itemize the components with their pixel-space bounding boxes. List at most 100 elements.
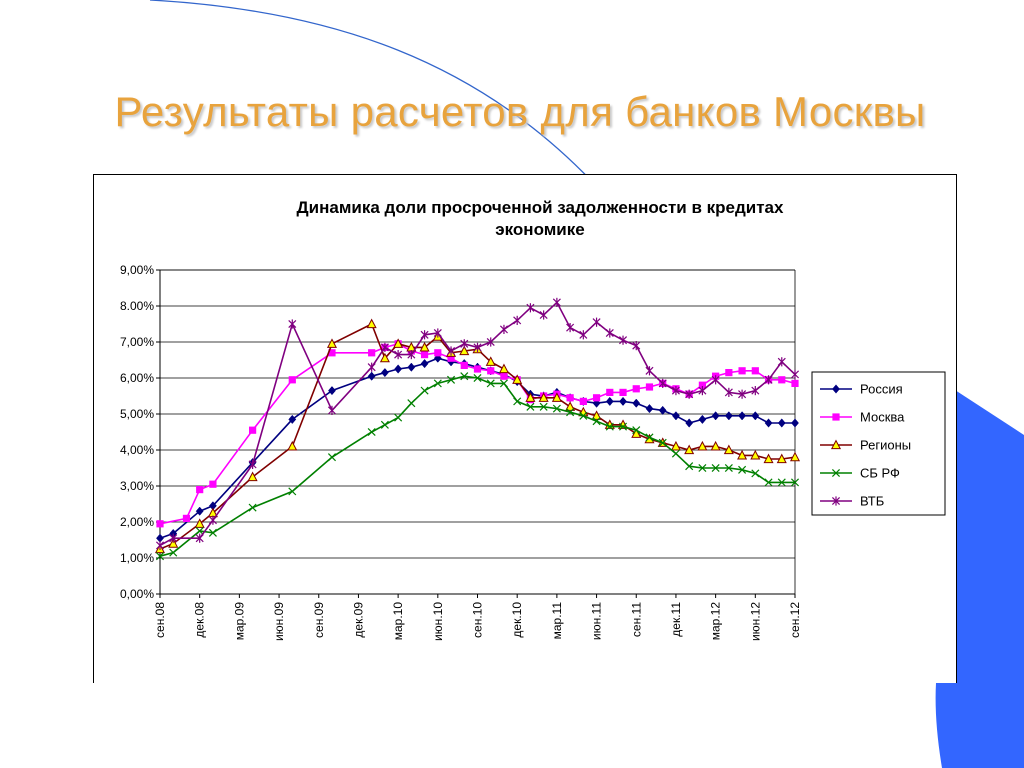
diamond-marker (605, 396, 614, 406)
x-marker-stroke (579, 411, 588, 420)
x-marker-stroke (208, 528, 217, 537)
triangle-marker (776, 453, 787, 464)
x-marker (460, 372, 469, 381)
legend-label: Москва (860, 410, 905, 425)
x-marker (367, 427, 376, 437)
legend: Россия Москва Регионы СБ РФ ВТБ (811, 371, 946, 516)
triangle-marker (459, 345, 470, 356)
asterisk-marker (738, 389, 747, 399)
asterisk-marker (566, 323, 575, 333)
asterisk-marker (724, 387, 733, 397)
triangle-marker (498, 363, 509, 374)
legend-item: ВТБ (820, 494, 884, 509)
diamond-marker (777, 418, 786, 428)
x-marker-stroke (552, 404, 561, 413)
diamond-marker (407, 362, 416, 372)
x-marker-stroke (367, 427, 376, 437)
x-marker (169, 548, 178, 557)
asterisk-marker (685, 389, 694, 399)
square-marker (196, 486, 204, 494)
x-tick-label: мар.09 (232, 602, 246, 641)
asterisk-marker (208, 515, 217, 525)
x-marker (195, 526, 204, 536)
x-marker (645, 433, 654, 442)
x-tick-label: дек.10 (510, 602, 524, 638)
diamond-marker (645, 404, 654, 414)
x-marker-stroke (618, 422, 628, 431)
y-tick-label: 4,00% (120, 443, 154, 457)
triangle-marker (393, 338, 404, 348)
triangle-marker (631, 428, 642, 438)
diamond-marker (195, 506, 204, 516)
asterisk-marker (751, 386, 760, 396)
triangle-marker (419, 341, 430, 352)
asterisk-marker (645, 366, 654, 376)
gridlines (160, 269, 795, 559)
asterisk-marker (513, 315, 522, 325)
x-marker (208, 528, 217, 537)
legend-label: Регионы (860, 438, 911, 453)
triangle-marker (366, 318, 377, 329)
chart-title-line-1: Динамика доли просроченной задолженности… (297, 198, 784, 217)
x-tick-labels: сен.08 дек.08 мар.09 июн.09 сен.09 дек.09 мар.… (153, 602, 802, 641)
series-asterisk (155, 297, 800, 550)
diamond-marker (751, 411, 760, 421)
asterisk-marker (447, 346, 456, 356)
diamond-marker (394, 364, 403, 374)
x-marker (685, 462, 694, 471)
x-marker (566, 408, 575, 417)
diamond-marker (288, 414, 297, 424)
y-tick-label: 2,00% (120, 515, 154, 529)
diamond-marker (632, 398, 641, 408)
x-tick-label: дек.09 (351, 602, 365, 638)
square-marker (156, 520, 164, 528)
x-marker-stroke (248, 503, 257, 512)
triangle-marker (591, 410, 602, 420)
diamond-marker (672, 411, 680, 421)
x-marker-stroke (169, 548, 178, 557)
diamond-marker (380, 368, 389, 378)
asterisk-marker (195, 533, 204, 543)
legend-item: Регионы (820, 438, 911, 453)
square-marker (209, 480, 217, 488)
series-line (159, 357, 795, 539)
x-marker (473, 373, 482, 383)
x-marker-stroke (645, 433, 654, 442)
x-marker (618, 422, 628, 431)
x-marker (698, 463, 707, 473)
y-tick-label: 3,00% (120, 479, 154, 493)
x-marker-stroke (738, 465, 747, 474)
asterisk-marker (526, 303, 535, 313)
x-marker-stroke (751, 469, 760, 478)
x-marker (539, 402, 548, 411)
square-marker (645, 383, 654, 391)
x-tick-label: мар.12 (709, 602, 723, 641)
legend-item: СБ РФ (820, 466, 900, 481)
x-marker (790, 478, 800, 487)
x-marker-stroke (764, 478, 773, 487)
asterisk-marker (711, 375, 720, 385)
x-marker (671, 449, 680, 458)
triangle-marker (830, 439, 842, 450)
square-marker (447, 354, 455, 362)
x-tick-label: сен.09 (312, 602, 326, 638)
legend-item: Москва (820, 410, 905, 425)
x-marker-stroke (327, 453, 337, 462)
asterisk-marker (632, 341, 641, 351)
y-tick-label: 8.00% (120, 299, 154, 313)
triangle-marker (379, 352, 390, 363)
series-line (159, 375, 795, 557)
x-marker (486, 379, 495, 388)
triangle-marker (565, 401, 576, 411)
square-marker (592, 394, 601, 402)
x-marker (433, 379, 442, 388)
square-marker (500, 372, 508, 380)
series-triangle (154, 318, 801, 554)
x-marker-stroke (605, 422, 614, 431)
asterisk-marker (327, 405, 337, 415)
x-marker (513, 397, 522, 406)
triangle-marker (525, 392, 536, 402)
diamond-marker (764, 418, 773, 428)
x-marker (738, 465, 747, 474)
